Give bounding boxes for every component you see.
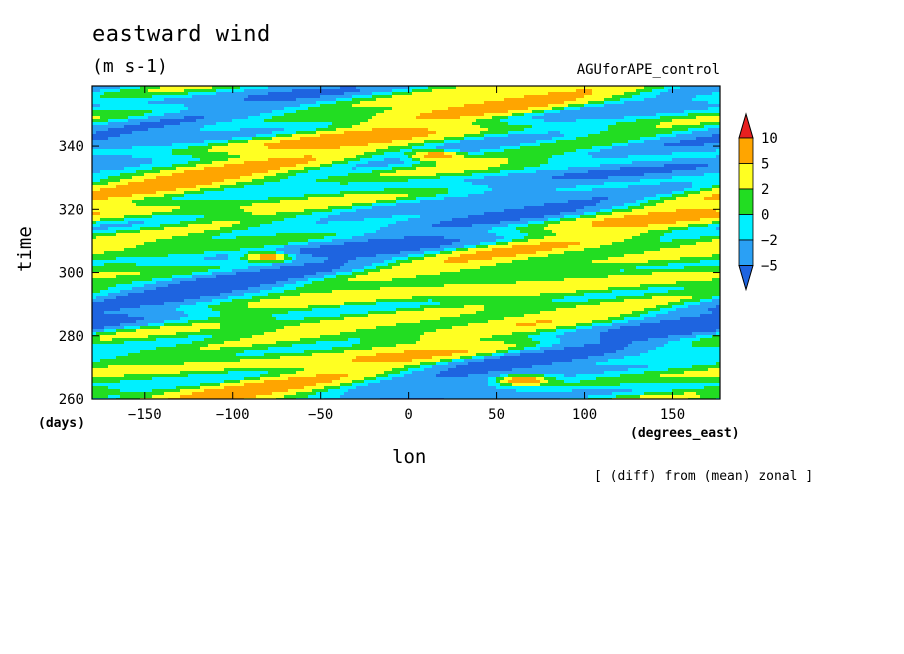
- plot-frame: [91, 85, 721, 400]
- colorbar-label: 10: [761, 131, 778, 147]
- colorbar: 10 5 2 0 −2 −5: [738, 112, 778, 292]
- x-tick-label: 100: [572, 407, 597, 423]
- colorbar-segment: [738, 137, 754, 164]
- colorbar-label: 0: [761, 208, 769, 224]
- x-tick-label: 150: [660, 407, 685, 423]
- x-axis: −150 −100 −50 0 50 100 150: [128, 86, 685, 423]
- y-tick-label: 340: [59, 139, 84, 155]
- y-tick-label: 300: [59, 266, 84, 282]
- y-axis-unit: (days): [38, 416, 85, 431]
- colorbar-segment: [738, 163, 754, 190]
- y-tick-label: 260: [59, 392, 84, 408]
- colorbar-label: −2: [761, 233, 778, 249]
- colorbar-label: 5: [761, 157, 769, 173]
- y-axis: 260 280 300 320 340: [59, 139, 720, 408]
- x-axis-label: lon: [392, 446, 427, 468]
- x-tick-label: −150: [128, 407, 162, 423]
- colorbar-label: −5: [761, 259, 778, 275]
- colorbar-segment: [738, 265, 754, 292]
- x-axis-unit: (degrees_east): [630, 426, 740, 441]
- x-tick-label: −50: [308, 407, 333, 423]
- colorbar-label: 2: [761, 182, 769, 198]
- colorbar-segment: [738, 112, 754, 139]
- chart-units: (m s-1): [92, 56, 168, 77]
- y-axis-label: time: [14, 226, 36, 272]
- colorbar-segment: [738, 239, 754, 266]
- diff-note: [ (diff) from (mean) zonal ]: [594, 469, 814, 484]
- x-tick-label: 50: [488, 407, 505, 423]
- y-tick-label: 280: [59, 329, 84, 345]
- y-tick-label: 320: [59, 202, 84, 218]
- colorbar-segment: [738, 188, 754, 215]
- experiment-label: AGUforAPE_control: [576, 62, 720, 78]
- x-tick-label: 0: [404, 407, 412, 423]
- wind-field: [92, 86, 720, 399]
- x-tick-label: −100: [216, 407, 250, 423]
- chart-title: eastward wind: [92, 22, 271, 47]
- colorbar-segment: [738, 214, 754, 241]
